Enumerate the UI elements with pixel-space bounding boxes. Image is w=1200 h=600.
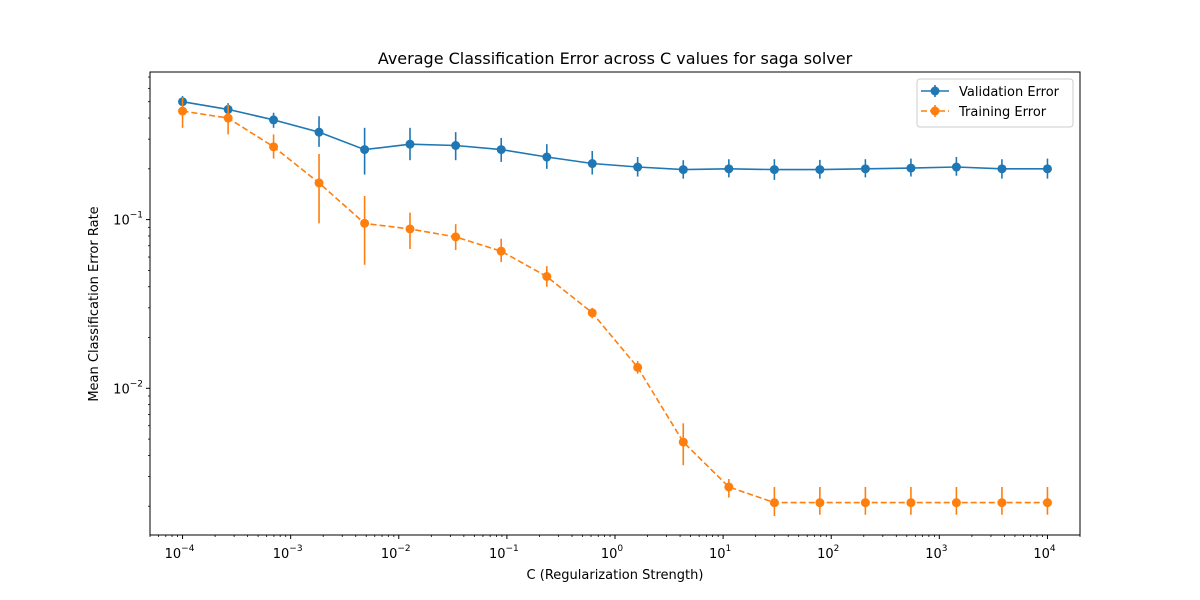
x-tick-label-base: 10 <box>601 547 618 562</box>
x-tick-label-exponent: −2 <box>397 544 410 554</box>
validation-error-point <box>1042 164 1052 174</box>
x-tick-label-base: 10 <box>1033 547 1050 562</box>
validation-error-point <box>724 164 734 174</box>
training-error-point <box>178 106 188 116</box>
validation-error-point <box>269 115 279 125</box>
x-tick-label-base: 10 <box>381 547 398 562</box>
validation-error-point <box>860 164 870 174</box>
training-error-line <box>182 110 1048 504</box>
x-tick-label-exponent: −3 <box>289 544 302 554</box>
x-tick-label: 102 <box>817 544 839 562</box>
validation-error-point <box>360 145 370 155</box>
validation-error-point <box>997 164 1007 174</box>
legend: Validation Error Training Error <box>916 78 1074 128</box>
validation-error-point <box>678 165 688 175</box>
training-error-point <box>997 498 1007 508</box>
y-tick-label-exponent: −2 <box>130 379 143 389</box>
training-error-point <box>860 498 870 508</box>
x-tick-label-exponent: 1 <box>726 544 732 554</box>
training-error-point <box>314 178 324 188</box>
validation-error-point <box>769 165 779 175</box>
x-tick-label: 104 <box>1033 544 1056 562</box>
x-tick-label-exponent: 2 <box>834 544 840 554</box>
x-tick-label: 10−4 <box>165 544 195 562</box>
training-error-point <box>1042 498 1052 508</box>
validation-error-point <box>496 145 506 155</box>
x-tick-label: 10−1 <box>489 544 519 562</box>
training-error-point <box>769 498 779 508</box>
x-tick-label: 101 <box>709 544 731 562</box>
training-error-point <box>633 362 643 372</box>
training-error-point <box>360 218 370 228</box>
x-tick-label: 100 <box>601 544 624 562</box>
validation-error-point <box>542 152 552 162</box>
validation-error-point <box>906 163 916 173</box>
training-error-point <box>405 224 415 234</box>
x-tick-label-base: 10 <box>273 547 290 562</box>
x-axis-label: C (Regularization Strength) <box>527 568 704 583</box>
legend-box <box>916 78 1074 128</box>
training-error-point <box>951 498 961 508</box>
y-tick-label: 10−2 <box>113 379 143 397</box>
training-error-point <box>678 437 688 447</box>
legend-validation-error-marker <box>930 86 940 96</box>
x-tick-label-exponent: 0 <box>617 544 623 554</box>
validation-error-line <box>182 100 1048 171</box>
validation-error-point <box>815 165 825 175</box>
validation-error-point <box>633 162 643 172</box>
validation-error-point <box>587 159 597 169</box>
validation-error-point <box>451 141 461 151</box>
legend-training-error-marker <box>930 106 940 116</box>
training-error-point <box>815 498 825 508</box>
legend-training-error-label: Training Error <box>958 105 1047 120</box>
training-error-point <box>269 142 279 152</box>
training-error-point <box>587 308 597 318</box>
x-tick-label: 103 <box>925 544 947 562</box>
x-tick-label: 10−3 <box>273 544 303 562</box>
y-tick-label-base: 10 <box>113 214 130 229</box>
axes-frame <box>149 71 1081 536</box>
y-tick-label: 10−1 <box>113 211 143 229</box>
training-error-point <box>223 113 233 123</box>
validation-error-point <box>405 139 415 149</box>
x-tick-label-base: 10 <box>925 547 942 562</box>
validation-error-point <box>314 127 324 137</box>
x-tick-label-exponent: −4 <box>181 544 195 554</box>
x-tick-label-base: 10 <box>709 547 726 562</box>
training-error-point <box>724 482 734 492</box>
y-tick-label-base: 10 <box>113 382 130 397</box>
x-tick-label: 10−2 <box>381 544 411 562</box>
chart-title: Average Classification Error across C va… <box>378 49 853 68</box>
training-error-point <box>496 246 506 256</box>
validation-error-point <box>951 162 961 172</box>
training-error-point <box>542 271 552 281</box>
x-tick-label-exponent: −1 <box>506 544 519 554</box>
training-error-point <box>906 498 916 508</box>
y-tick-label-exponent: −1 <box>130 211 143 221</box>
x-tick-label-base: 10 <box>817 547 834 562</box>
legend-validation-error-label: Validation Error <box>959 85 1060 100</box>
x-tick-label-base: 10 <box>489 547 506 562</box>
y-axis-label: Mean Classification Error Rate <box>87 206 102 401</box>
x-tick-label-exponent: 4 <box>1050 544 1056 554</box>
x-tick-label-base: 10 <box>165 547 182 562</box>
training-error-point <box>451 232 461 242</box>
x-tick-label-exponent: 3 <box>942 544 948 554</box>
